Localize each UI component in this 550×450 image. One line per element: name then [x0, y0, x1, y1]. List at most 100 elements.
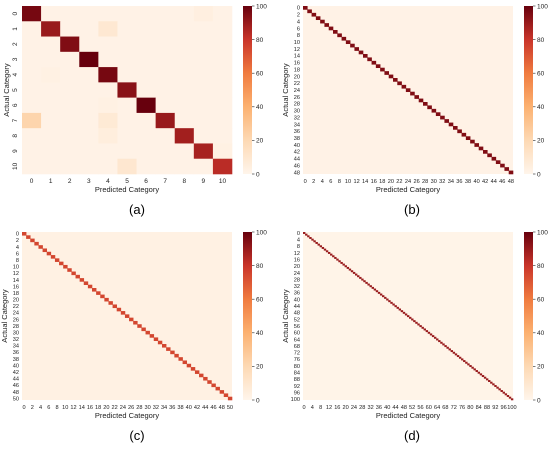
y-tick-label: 88 — [294, 377, 300, 383]
heatmap-cell — [212, 82, 233, 98]
heatmap-diagonal-cell — [409, 316, 412, 319]
heatmap-cell — [41, 112, 61, 129]
colorbar — [243, 6, 252, 174]
colorbar-tick-label: 40 — [256, 330, 264, 337]
heatmap-cell — [60, 158, 80, 175]
heatmap-diagonal-cell — [410, 91, 415, 96]
heatmap-diagonal-cell — [396, 306, 399, 309]
heatmap-diagonal-cell — [162, 344, 167, 348]
heatmap-diagonal-cell — [219, 390, 225, 394]
y-tick-label: 34 — [13, 344, 19, 350]
heatmap-diagonal-cell — [157, 340, 163, 345]
y-tick-label: 18 — [13, 291, 19, 297]
heatmap-diagonal-cell — [317, 243, 320, 246]
heatmap-cell — [41, 158, 61, 175]
x-tick-label: 2 — [31, 405, 34, 411]
heatmap-cell — [174, 158, 195, 175]
y-tick-label: 12 — [294, 251, 300, 257]
x-tick-label: 46 — [499, 179, 505, 185]
heatmap-cell — [136, 128, 156, 144]
heatmap-cell — [60, 82, 80, 98]
heatmap-cell — [193, 112, 214, 129]
x-tick-label: 22 — [396, 179, 402, 185]
heatmap-cell — [41, 97, 61, 114]
heatmap-diagonal-cell — [483, 150, 488, 154]
y-tick-label: 18 — [294, 67, 300, 73]
heatmap-diagonal-cell — [334, 256, 337, 259]
heatmap-diagonal-cell — [149, 334, 155, 338]
y-tick-label: 68 — [294, 344, 300, 350]
heatmap-diagonal-cell — [96, 291, 101, 295]
y-tick-label: 12 — [294, 47, 300, 53]
y-tick-label: 8 — [297, 244, 300, 250]
heatmap-diagonal-cell — [325, 250, 329, 253]
x-tick-label: 52 — [409, 405, 415, 411]
heatmap-diagonal-cell — [365, 281, 368, 284]
heatmap-diagonal-cell — [427, 105, 432, 110]
heatmap-cell — [136, 51, 156, 68]
x-tick-label: 12 — [70, 405, 76, 411]
heatmap-cell — [212, 97, 233, 114]
y-tick-label: 76 — [294, 357, 300, 363]
heatmap-cell — [136, 158, 156, 175]
heatmap-diagonal-cell — [446, 346, 449, 349]
heatmap-cell — [79, 51, 99, 68]
panel-caption: (d) — [404, 428, 420, 443]
heatmap-cell — [212, 36, 233, 53]
heatmap-diagonal-cell — [448, 122, 454, 127]
heatmap-cell — [98, 36, 118, 53]
heatmap-diagonal-cell — [494, 385, 497, 387]
x-tick-label: 64 — [434, 405, 440, 411]
heatmap-diagonal-cell — [26, 235, 31, 239]
x-tick-label: 88 — [484, 405, 490, 411]
heatmap-diagonal-cell — [67, 268, 72, 272]
heatmap-diagonal-cell — [363, 280, 366, 283]
heatmap-cell — [155, 21, 176, 37]
heatmap-cell — [174, 128, 195, 144]
heatmap-cell — [193, 21, 214, 37]
colorbar-tick-label: 60 — [537, 71, 545, 78]
y-tick-label: 0 — [12, 11, 19, 15]
x-tick-label: 76 — [459, 405, 465, 411]
heatmap-diagonal-cell — [313, 240, 316, 243]
heatmap-diagonal-cell — [427, 331, 431, 334]
heatmap-cell — [193, 82, 214, 98]
x-tick-label: 38 — [465, 179, 471, 185]
y-tick-label: 32 — [294, 284, 300, 290]
heatmap-diagonal-cell — [423, 102, 428, 106]
heatmap-cell — [22, 158, 42, 175]
heatmap-diagonal-cell — [415, 321, 418, 324]
heatmap-diagonal-cell — [500, 163, 505, 168]
y-tick-label: 48 — [13, 390, 19, 396]
heatmap-diagonal-cell — [348, 268, 352, 271]
heatmap-cell — [155, 128, 176, 144]
heatmap-cell — [98, 143, 118, 160]
x-tick-label: 34 — [161, 405, 167, 411]
colorbar-tick-label: 20 — [537, 364, 545, 371]
y-tick-label: 8 — [297, 33, 300, 39]
y-tick-label: 36 — [13, 350, 19, 356]
x-tick-label: 8 — [319, 405, 322, 411]
heatmap-diagonal-cell — [375, 290, 379, 293]
y-tick-label: 22 — [13, 304, 19, 310]
heatmap-diagonal-cell — [444, 345, 447, 348]
heatmap-cell — [212, 112, 233, 129]
heatmap-diagonal-cell — [303, 6, 308, 10]
heatmap-diagonal-cell — [435, 112, 441, 117]
heatmap-cell — [136, 6, 156, 22]
x-tick-label: 8 — [338, 179, 341, 185]
x-tick-label: 26 — [128, 405, 134, 411]
heatmap-diagonal-cell — [508, 170, 514, 175]
x-tick-label: 7 — [163, 178, 167, 185]
heatmap-diagonal-cell — [75, 274, 80, 279]
heatmap-diagonal-cell — [342, 263, 345, 266]
x-tick-label: 50 — [227, 405, 233, 411]
heatmap-diagonal-cell — [223, 393, 229, 398]
y-tick-label: 30 — [294, 109, 300, 115]
heatmap-diagonal-cell — [328, 26, 334, 31]
x-tick-label: 8 — [55, 405, 58, 411]
y-tick-label: 4 — [12, 73, 19, 77]
heatmap-diagonal-cell — [450, 350, 454, 353]
heatmap-cell — [117, 51, 137, 68]
heatmap-diagonal-cell — [429, 333, 433, 336]
